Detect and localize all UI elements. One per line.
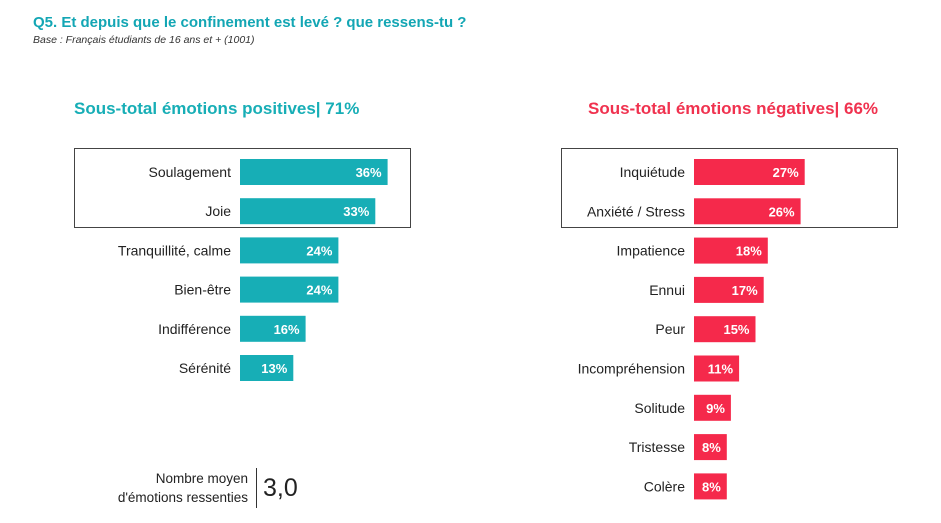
negative-bar-peur	[694, 316, 756, 343]
positive-chart-title: Sous-total émotions positives| 71%	[74, 99, 360, 118]
negative-value-label: 17%	[732, 283, 758, 298]
positive-bar-serenite	[240, 355, 294, 381]
positive-bar-indifference	[240, 315, 306, 342]
negative-bar-ennui	[694, 276, 764, 303]
negative-bar-tristesse	[694, 434, 727, 461]
positive-category-label: Tranquillité, calme	[118, 242, 231, 258]
positive-bar-soulagement	[240, 159, 388, 185]
average-emotions-label-line2: d'émotions ressenties	[117, 490, 248, 505]
negative-value-label: 11%	[708, 362, 734, 377]
negative-category-label: Solitude	[634, 400, 685, 416]
negative-bar-colere	[694, 473, 727, 500]
question-title: Q5. Et depuis que le confinement est lev…	[33, 14, 467, 31]
average-emotions-value: 3,0	[263, 474, 298, 502]
negative-bar-incomprehension	[694, 355, 740, 382]
negative-value-label: 8%	[702, 440, 721, 455]
base-note: Base : Français étudiants de 16 ans et +…	[33, 34, 255, 46]
average-emotions-label-line1: Nombre moyen	[155, 471, 248, 486]
average-emotions-label: Nombre moyen d'émotions ressenties	[60, 469, 248, 507]
positive-category-label: Soulagement	[148, 164, 231, 180]
negative-chart-title: Sous-total émotions négatives| 66%	[588, 99, 879, 118]
positive-top-box	[74, 148, 411, 228]
positive-value-label: 24%	[306, 283, 332, 298]
positive-value-label: 13%	[261, 361, 287, 376]
negative-bar-anxiete-stress	[694, 198, 801, 225]
positive-value-label: 36%	[356, 165, 382, 180]
negative-category-label: Impatience	[617, 243, 686, 259]
negative-category-label: Tristesse	[629, 439, 685, 455]
positive-bar-tranquillite-calme	[240, 237, 339, 264]
negative-category-label: Incompréhension	[578, 361, 685, 377]
positive-value-label: 24%	[306, 243, 332, 258]
positive-category-label: Sérénité	[179, 360, 231, 376]
negative-value-label: 26%	[769, 204, 795, 219]
positive-value-label: 16%	[274, 322, 300, 337]
negative-category-label: Peur	[655, 321, 685, 337]
positive-category-label: Indifférence	[158, 321, 231, 337]
negative-bar-solitude	[694, 394, 731, 421]
negative-category-label: Anxiété / Stress	[587, 203, 685, 219]
negative-value-label: 8%	[702, 479, 721, 494]
negative-top-box	[561, 148, 898, 228]
positive-bar-bien-etre	[240, 276, 339, 303]
negative-bar-impatience	[694, 237, 768, 264]
negative-value-label: 9%	[706, 401, 725, 416]
negative-value-label: 18%	[736, 244, 762, 259]
footer-divider	[256, 468, 257, 508]
positive-category-label: Bien-être	[174, 282, 231, 298]
negative-value-label: 15%	[723, 322, 749, 337]
negative-value-label: 27%	[773, 165, 799, 180]
positive-bar-joie	[240, 198, 376, 225]
negative-bar-inquietude	[694, 159, 805, 185]
negative-category-label: Ennui	[649, 282, 685, 298]
positive-value-label: 33%	[343, 204, 369, 219]
positive-category-label: Joie	[205, 203, 231, 219]
negative-category-label: Colère	[644, 478, 685, 494]
negative-category-label: Inquiétude	[620, 164, 686, 180]
